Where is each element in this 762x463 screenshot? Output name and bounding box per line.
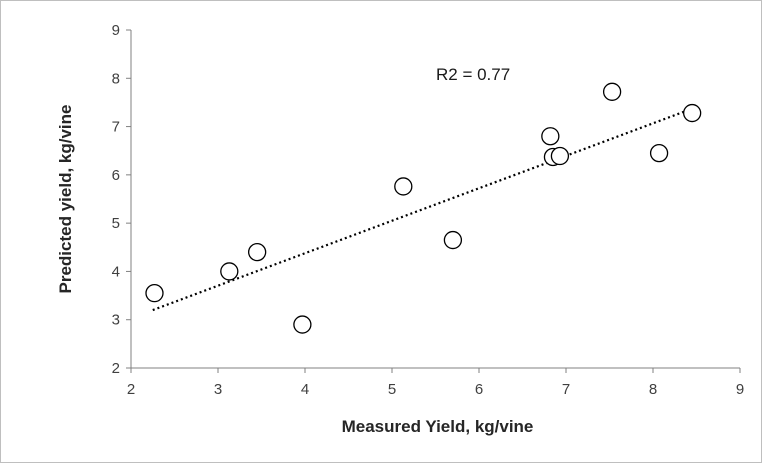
data-points (145, 82, 702, 334)
y-tick-label: 8 (112, 70, 120, 87)
data-point (443, 230, 463, 250)
x-tick-label: 4 (301, 381, 309, 398)
x-tick-label: 9 (736, 381, 744, 398)
trendline (152, 107, 693, 312)
y-tick-label: 9 (112, 22, 120, 39)
tick-labels: 2 3 4 5 6 7 8 9 2 3 4 5 6 7 8 9 (112, 22, 745, 398)
data-point (541, 127, 560, 146)
data-point (220, 262, 239, 281)
x-tick-label: 6 (475, 381, 483, 398)
y-tick-label: 5 (112, 215, 120, 232)
y-axis-title: Predicted yield, kg/vine (56, 105, 75, 294)
data-point (550, 146, 570, 166)
data-point (293, 315, 312, 334)
x-tick-label: 3 (214, 381, 222, 398)
x-axis-title: Measured Yield, kg/vine (342, 417, 534, 436)
y-tick-label: 3 (112, 312, 120, 329)
data-point (602, 82, 622, 101)
data-point (145, 284, 164, 303)
data-point (394, 177, 413, 196)
trendline-group (152, 107, 693, 312)
y-tick-label: 2 (112, 360, 120, 377)
data-point (247, 242, 267, 262)
x-tick-label: 7 (562, 381, 570, 398)
r2-annotation: R2 = 0.77 (436, 65, 510, 84)
x-tick-label: 8 (649, 381, 657, 398)
x-tick-label: 5 (388, 381, 396, 398)
axes (126, 29, 741, 373)
data-point (649, 143, 669, 163)
data-point (683, 103, 702, 123)
x-tick-label: 2 (127, 381, 135, 398)
y-tick-label: 6 (112, 167, 120, 184)
y-tick-label: 7 (112, 119, 120, 136)
y-tick-label: 4 (112, 263, 120, 280)
